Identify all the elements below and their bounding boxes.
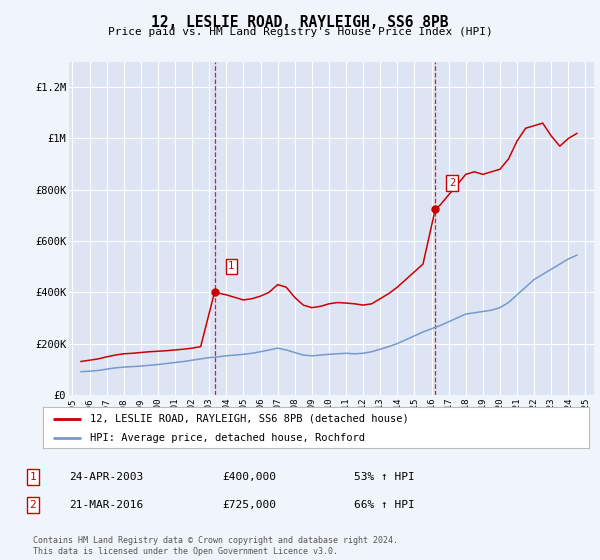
Text: HPI: Average price, detached house, Rochford: HPI: Average price, detached house, Roch… — [89, 433, 365, 443]
Text: 24-APR-2003: 24-APR-2003 — [69, 472, 143, 482]
Text: 1: 1 — [29, 472, 37, 482]
Text: 2: 2 — [29, 500, 37, 510]
Text: 12, LESLIE ROAD, RAYLEIGH, SS6 8PB: 12, LESLIE ROAD, RAYLEIGH, SS6 8PB — [151, 15, 449, 30]
Text: Contains HM Land Registry data © Crown copyright and database right 2024.
This d: Contains HM Land Registry data © Crown c… — [33, 536, 398, 556]
Text: 2: 2 — [449, 178, 455, 188]
Text: 1: 1 — [228, 261, 235, 271]
Text: Price paid vs. HM Land Registry's House Price Index (HPI): Price paid vs. HM Land Registry's House … — [107, 27, 493, 37]
Text: 53% ↑ HPI: 53% ↑ HPI — [354, 472, 415, 482]
Text: £725,000: £725,000 — [222, 500, 276, 510]
Text: 66% ↑ HPI: 66% ↑ HPI — [354, 500, 415, 510]
Text: 21-MAR-2016: 21-MAR-2016 — [69, 500, 143, 510]
Text: £400,000: £400,000 — [222, 472, 276, 482]
Text: 12, LESLIE ROAD, RAYLEIGH, SS6 8PB (detached house): 12, LESLIE ROAD, RAYLEIGH, SS6 8PB (deta… — [89, 414, 409, 423]
